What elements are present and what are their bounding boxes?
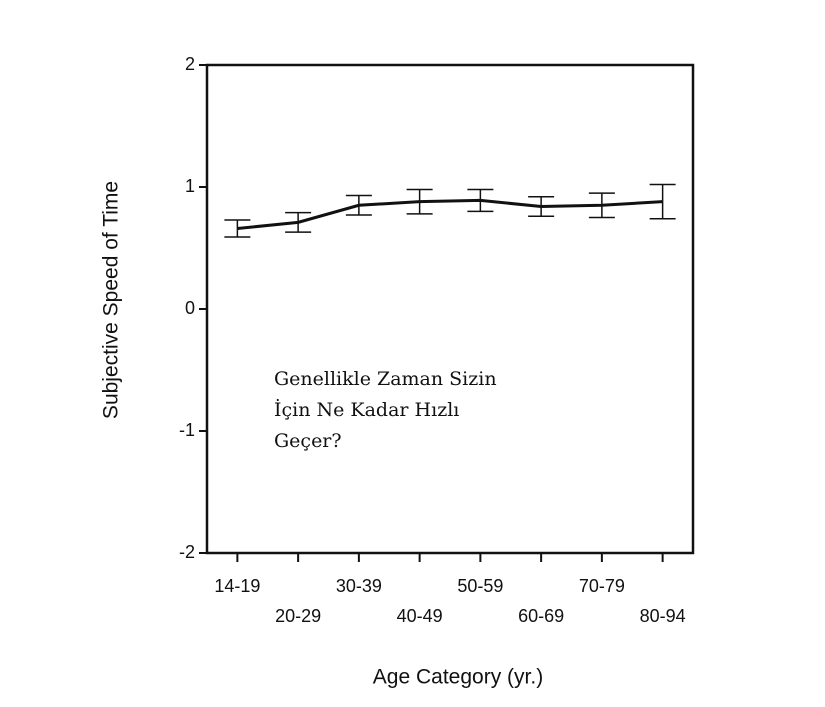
x-tick-label: 80-94 <box>640 606 686 626</box>
error-bar <box>588 192 615 219</box>
y-tick-label: 2 <box>185 54 195 74</box>
annotation: Geçer? <box>274 430 342 452</box>
y-axis-label: Subjective Speed of Time <box>100 181 123 419</box>
y-tick-label: 1 <box>185 176 195 196</box>
y-tick-label: -1 <box>179 420 195 440</box>
annotation: İçin Ne Kadar Hızlı <box>274 398 459 421</box>
y-tick-label: 0 <box>185 298 195 318</box>
x-tick-label: 50-59 <box>457 576 503 596</box>
x-tick-label: 14-19 <box>214 576 260 596</box>
x-tick-label: 30-39 <box>336 576 382 596</box>
y-tick-label: -2 <box>179 542 195 562</box>
x-tick-label: 70-79 <box>579 576 625 596</box>
error-bar <box>406 188 433 215</box>
annotation: Genellikle Zaman Sizin <box>274 368 497 390</box>
error-bar <box>285 211 312 233</box>
x-tick-label: 60-69 <box>518 606 564 626</box>
line <box>237 198 663 230</box>
error-bar <box>345 194 372 216</box>
x-tick-label: 40-49 <box>397 606 443 626</box>
error-bar <box>467 188 494 213</box>
plot-frame <box>205 63 695 555</box>
error-bar <box>649 183 676 220</box>
error-bar <box>528 196 555 218</box>
x-tick-label: 20-29 <box>275 606 321 626</box>
x-axis-label: Age Category (yr.) <box>373 666 543 689</box>
error-bar <box>224 219 251 238</box>
